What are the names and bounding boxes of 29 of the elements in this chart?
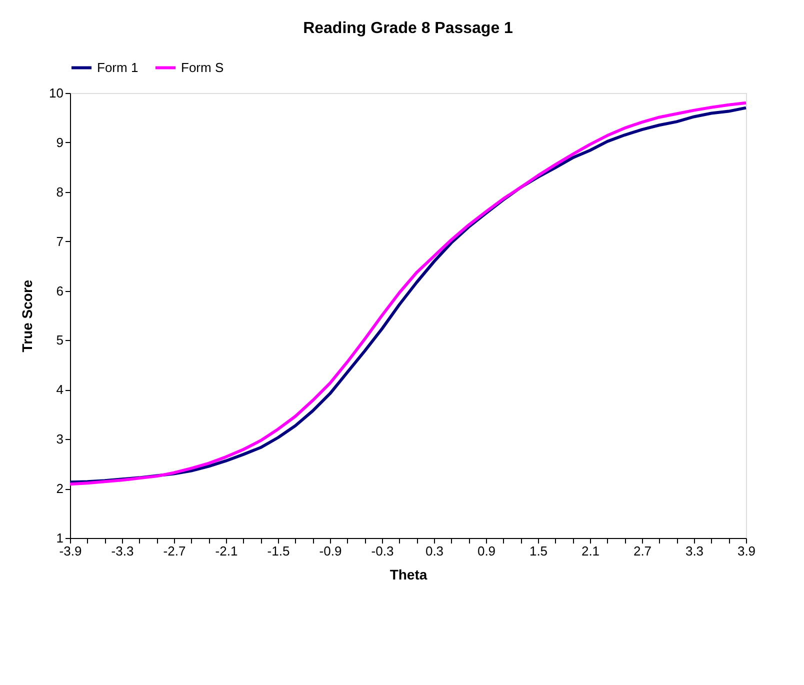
x-tick-label: -3.9 [59,544,82,558]
y-tick-label: 1 [56,530,64,546]
x-tick-label: 3.9 [737,544,756,558]
x-tick-label: 1.5 [529,544,548,558]
y-tick-label: 9 [56,134,64,150]
y-tick-label: 10 [49,86,64,100]
x-tick-label: 2.1 [581,544,600,558]
y-axis-title: True Score [19,280,36,352]
y-tick-label: 3 [56,432,64,447]
x-tick-label: -3.3 [111,544,134,558]
x-tick-label: 2.7 [633,544,652,558]
x-tick-label: 0.9 [477,544,496,558]
y-tick-label: 6 [56,283,64,298]
legend-label: Form 1 [97,60,138,75]
x-tick-label: -1.5 [267,544,290,558]
y-tick-label: 7 [56,234,64,249]
x-tick-label: -2.7 [163,544,186,558]
y-tick-label: 4 [56,382,64,398]
x-tick-label: -0.9 [319,544,342,558]
legend-label: Form S [181,60,224,75]
x-tick-label: 0.3 [425,544,444,558]
x-tick-label: -0.3 [371,544,394,558]
x-tick-label: 3.3 [685,544,704,558]
y-tick-label: 2 [56,481,64,496]
chart-title: Reading Grade 8 Passage 1 [303,20,514,37]
x-tick-label: -2.1 [215,544,238,558]
x-axis-title: Theta [390,566,428,582]
y-tick-label: 8 [56,184,64,200]
y-tick-label: 5 [56,332,64,348]
